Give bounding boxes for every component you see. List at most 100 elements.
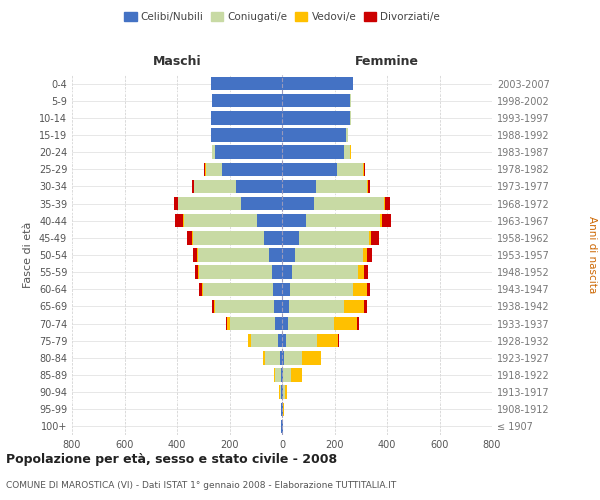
Bar	[282, 94, 350, 108]
Bar	[282, 351, 321, 364]
Bar	[263, 351, 282, 364]
Bar	[282, 334, 286, 347]
Bar	[211, 128, 282, 141]
Bar	[227, 317, 282, 330]
Bar	[211, 111, 282, 124]
Bar	[275, 368, 282, 382]
Bar	[265, 351, 282, 364]
Bar	[178, 197, 282, 210]
Bar	[282, 266, 358, 279]
Bar	[282, 231, 299, 244]
Bar	[282, 111, 351, 124]
Bar	[282, 77, 353, 90]
Bar	[280, 386, 282, 399]
Bar	[211, 77, 282, 90]
Bar	[282, 317, 288, 330]
Bar	[282, 214, 305, 228]
Bar	[212, 146, 282, 159]
Bar	[257, 214, 282, 228]
Bar	[282, 111, 350, 124]
Bar	[281, 386, 282, 399]
Bar	[282, 231, 379, 244]
Bar	[282, 197, 385, 210]
Bar	[282, 334, 317, 347]
Bar	[282, 146, 350, 159]
Bar	[282, 146, 350, 159]
Bar	[271, 266, 282, 279]
Bar	[193, 231, 282, 244]
Bar	[197, 248, 282, 262]
Bar	[194, 180, 282, 193]
Bar	[282, 94, 351, 108]
Bar	[212, 94, 282, 108]
Bar	[281, 402, 282, 416]
Bar	[211, 128, 282, 141]
Bar	[211, 128, 282, 141]
Bar	[282, 282, 370, 296]
Bar	[194, 180, 282, 193]
Bar	[282, 128, 347, 141]
Bar	[199, 282, 282, 296]
Bar	[281, 402, 282, 416]
Bar	[282, 214, 391, 228]
Bar	[263, 231, 282, 244]
Bar	[248, 334, 282, 347]
Bar	[178, 197, 282, 210]
Bar	[274, 368, 282, 382]
Bar	[282, 231, 371, 244]
Bar	[211, 111, 282, 124]
Y-axis label: Fasce di età: Fasce di età	[23, 222, 33, 288]
Bar	[282, 351, 284, 364]
Bar	[215, 146, 282, 159]
Bar	[282, 368, 291, 382]
Bar	[183, 214, 282, 228]
Bar	[221, 162, 282, 176]
Bar	[282, 248, 367, 262]
Text: COMUNE DI MAROSTICA (VI) - Dati ISTAT 1° gennaio 2008 - Elaborazione TUTTITALIA.: COMUNE DI MAROSTICA (VI) - Dati ISTAT 1°…	[6, 480, 396, 490]
Bar	[226, 317, 282, 330]
Bar	[282, 351, 302, 364]
Bar	[282, 197, 314, 210]
Bar	[282, 146, 344, 159]
Bar	[280, 386, 282, 399]
Bar	[192, 180, 282, 193]
Bar	[212, 94, 282, 108]
Bar	[282, 266, 364, 279]
Bar	[282, 282, 353, 296]
Bar	[212, 146, 282, 159]
Bar	[282, 197, 385, 210]
Bar	[202, 282, 282, 296]
Bar	[212, 146, 282, 159]
Bar	[236, 180, 282, 193]
Bar	[282, 317, 359, 330]
Bar	[187, 231, 282, 244]
Bar	[205, 162, 282, 176]
Bar	[206, 162, 282, 176]
Bar	[281, 402, 282, 416]
Bar	[282, 128, 347, 141]
Bar	[282, 420, 283, 433]
Bar	[282, 282, 367, 296]
Bar	[282, 300, 289, 313]
Bar	[280, 351, 282, 364]
Bar	[211, 128, 282, 141]
Bar	[282, 300, 344, 313]
Bar	[282, 420, 283, 433]
Bar	[273, 282, 282, 296]
Bar	[282, 214, 382, 228]
Bar	[282, 420, 283, 433]
Text: Maschi: Maschi	[152, 55, 202, 68]
Legend: Celibi/Nubili, Coniugati/e, Vedovi/e, Divorziati/e: Celibi/Nubili, Coniugati/e, Vedovi/e, Di…	[120, 8, 444, 26]
Bar	[274, 300, 282, 313]
Bar	[282, 128, 347, 141]
Bar	[193, 248, 282, 262]
Bar	[282, 300, 364, 313]
Bar	[211, 111, 282, 124]
Bar	[282, 128, 346, 141]
Bar	[282, 231, 368, 244]
Bar	[282, 111, 351, 124]
Bar	[263, 351, 282, 364]
Bar	[280, 386, 282, 399]
Bar	[211, 77, 282, 90]
Bar	[211, 77, 282, 90]
